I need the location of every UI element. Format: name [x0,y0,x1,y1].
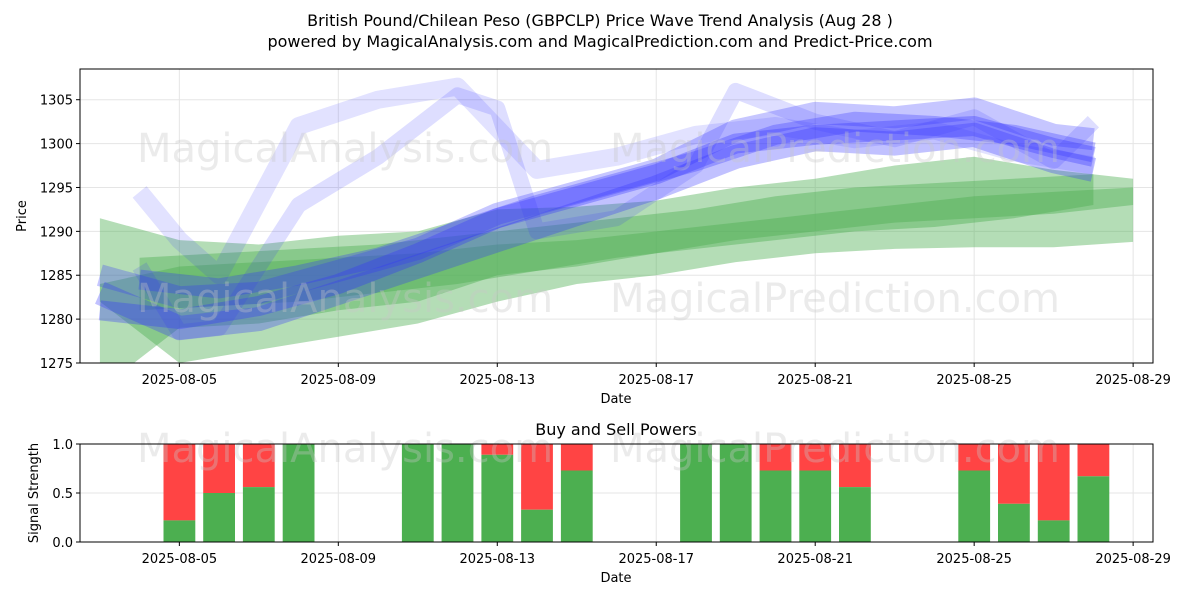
sell-bar [799,444,832,471]
buy-bar [282,444,315,542]
buy-bar [759,470,792,542]
sell-bar [203,444,235,493]
signal-y-axis-label: Signal Strength [27,443,42,543]
blue-wave-3 [132,82,1100,341]
buy-bar [242,487,275,542]
buy-bar [203,493,235,542]
price-y-tick-label: 1305 [40,94,73,109]
buy-bar [680,444,712,542]
signal-y-tick-label: 0.5 [52,487,73,502]
sell-bar [242,444,275,488]
price-axes-frame [79,68,1154,364]
buy-bar [1077,476,1110,542]
price-y-tick-label: 1290 [40,225,73,240]
price-y-tick-label: 1300 [40,138,73,153]
price-y-axis-label: Price [15,200,30,232]
blue-wave-0 [96,97,1095,309]
watermark-top-right: MagicalPrediction.com [610,126,1060,172]
signal-x-tick-label: 2025-08-21 [777,552,853,567]
price-x-tick-label: 2025-08-13 [459,373,535,388]
sell-bar [958,444,991,471]
sell-bar [1037,444,1070,521]
buy-bar [521,509,553,542]
signal-y-ticks: 0.0 0.5 1.0 [52,438,80,551]
signal-panel: Buy and Sell Powers MagicalAnalysis.com … [27,420,1171,586]
sell-bar [759,444,792,471]
watermark-top-left: MagicalAnalysis.com [137,126,553,172]
signal-y-tick-label: 0.0 [52,536,73,551]
price-y-tick-label: 1280 [40,313,73,328]
buy-bar [441,444,474,542]
sell-bar [521,444,553,510]
signal-x-tick-label: 2025-08-09 [301,552,377,567]
price-x-tick-label: 2025-08-09 [301,373,377,388]
price-grid [80,69,1153,364]
buy-bar [839,487,871,542]
price-panel: MagicalAnalysis.com MagicalPrediction.co… [15,68,1171,407]
signal-x-ticks: 2025-08-05 2025-08-09 2025-08-13 2025-08-17… [142,542,1171,567]
blue-wave-4 [95,122,1096,340]
signal-x-tick-label: 2025-08-17 [618,552,694,567]
buy-bar [719,444,752,542]
sell-bar [839,444,871,488]
buy-bar [481,454,514,542]
sell-bar [998,444,1030,504]
green-band-1 [99,187,1134,363]
sell-bar [1077,444,1110,477]
watermark-mid-right: MagicalPrediction.com [610,276,1060,322]
signal-x-tick-label: 2025-08-25 [936,552,1012,567]
price-y-tick-label: 1295 [40,181,73,196]
signal-x-axis-label: Date [600,571,631,586]
sell-bar [560,444,593,471]
signal-x-tick-label: 2025-08-05 [142,552,218,567]
price-x-ticks: 2025-08-05 2025-08-09 2025-08-13 2025-08-17… [142,363,1171,388]
watermark-bottom-left: MagicalAnalysis.com [137,426,553,472]
buy-bar [1037,520,1070,542]
buy-bar [560,470,593,542]
price-x-tick-label: 2025-08-17 [618,373,694,388]
blue-waves [95,77,1100,341]
signal-y-tick-label: 1.0 [52,438,73,453]
blue-wave-1 [98,116,1096,330]
watermark-mid-left: MagicalAnalysis.com [137,276,553,322]
sell-bar [163,444,196,521]
price-y-tick-label: 1275 [40,357,73,372]
price-y-tick-label: 1285 [40,269,73,284]
price-x-tick-label: 2025-08-25 [936,373,1012,388]
chart-subtitle: powered by MagicalAnalysis.com and Magic… [267,32,932,51]
green-band-0 [99,156,1134,363]
blue-wave-2 [132,77,1095,285]
signal-title: Buy and Sell Powers [535,420,697,439]
price-x-axis-label: Date [600,392,631,407]
signal-x-tick-label: 2025-08-29 [1095,552,1171,567]
signal-x-tick-label: 2025-08-13 [459,552,535,567]
signal-bars [163,444,1110,542]
green-bands [99,156,1134,363]
buy-bar [998,503,1030,542]
price-x-tick-label: 2025-08-29 [1095,373,1171,388]
buy-bar [163,520,196,542]
buy-bar [799,470,832,542]
price-x-tick-label: 2025-08-05 [142,373,218,388]
chart-title: British Pound/Chilean Peso (GBPCLP) Pric… [307,11,893,30]
buy-bar [401,444,434,542]
buy-bar [958,470,991,542]
watermark-bottom-right: MagicalPrediction.com [610,426,1060,472]
price-x-tick-label: 2025-08-21 [777,373,853,388]
blue-wave-5 [138,111,1096,299]
green-band-2 [139,174,1094,311]
sell-bar [481,444,514,455]
price-y-ticks: 1275 1280 1285 1290 1295 1300 1305 [40,94,80,372]
